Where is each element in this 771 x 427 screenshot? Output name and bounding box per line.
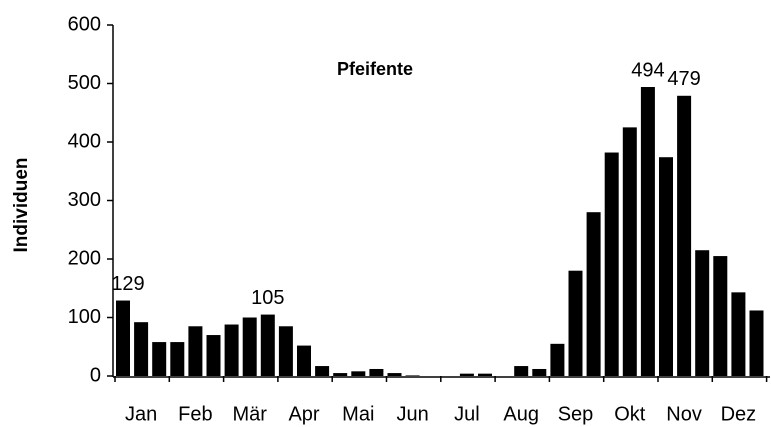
x-tick-label: Mai xyxy=(342,403,374,425)
x-tick-label: Jan xyxy=(125,403,157,425)
bar xyxy=(532,368,547,376)
x-tick-label: Aug xyxy=(503,403,539,425)
y-tick-label: 400 xyxy=(68,130,101,152)
bar xyxy=(695,250,710,376)
x-tick-label: Dez xyxy=(721,403,757,425)
x-tick-label: Feb xyxy=(178,403,212,425)
bar xyxy=(749,310,764,376)
bar xyxy=(586,212,601,376)
bar xyxy=(369,368,384,376)
x-tick-label: Sep xyxy=(558,403,594,425)
bar xyxy=(405,375,420,376)
y-tick-label: 100 xyxy=(68,306,101,328)
value-label: 479 xyxy=(667,68,700,90)
bar xyxy=(568,270,583,376)
bar xyxy=(622,127,637,376)
y-tick-label: 500 xyxy=(68,72,101,94)
bar xyxy=(224,324,239,376)
y-axis-label: Individuen xyxy=(11,158,32,253)
bar xyxy=(387,373,402,376)
bar xyxy=(278,326,293,376)
bar xyxy=(713,256,728,376)
y-tick-label: 200 xyxy=(68,247,101,269)
chart-title: Pfeifente xyxy=(337,59,413,79)
bar xyxy=(260,314,275,376)
bar xyxy=(351,371,366,376)
bar xyxy=(459,373,474,376)
bar xyxy=(659,157,673,376)
y-tick-label: 0 xyxy=(90,364,101,386)
x-tick-label: Jul xyxy=(454,403,480,425)
bar xyxy=(731,292,746,376)
bar xyxy=(640,87,655,376)
bar xyxy=(514,366,529,376)
x-tick-label: Jun xyxy=(396,403,428,425)
value-label: 494 xyxy=(631,59,664,81)
value-label: 105 xyxy=(251,287,284,309)
x-tick-label: Apr xyxy=(288,403,319,425)
x-tick-label: Okt xyxy=(614,403,646,425)
bar xyxy=(478,373,492,376)
bar xyxy=(206,335,221,376)
bar xyxy=(297,345,311,376)
bar xyxy=(677,95,692,376)
bar xyxy=(315,366,330,376)
bar xyxy=(242,317,257,376)
bar xyxy=(152,342,167,376)
bar xyxy=(188,326,203,376)
bar xyxy=(550,343,565,376)
y-tick-label: 300 xyxy=(68,189,101,211)
bar xyxy=(116,300,130,376)
x-tick-label: Mär xyxy=(232,403,267,425)
bar xyxy=(604,152,619,376)
bar xyxy=(333,373,348,376)
bar xyxy=(170,342,185,376)
y-tick-label: 600 xyxy=(68,13,101,35)
x-tick-label: Nov xyxy=(666,403,702,425)
bar xyxy=(134,322,149,376)
value-label: 129 xyxy=(111,273,144,295)
